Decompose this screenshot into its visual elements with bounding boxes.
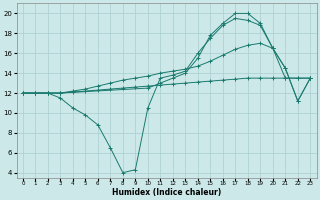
- X-axis label: Humidex (Indice chaleur): Humidex (Indice chaleur): [112, 188, 221, 197]
